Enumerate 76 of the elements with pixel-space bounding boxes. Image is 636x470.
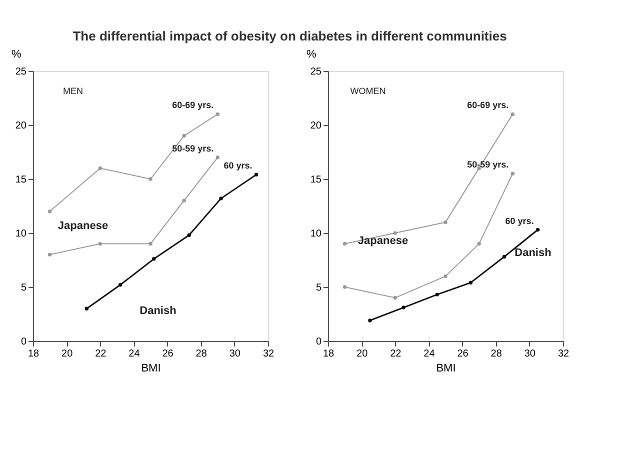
- point: [536, 228, 540, 232]
- point: [477, 242, 481, 246]
- annotation: Japanese: [358, 235, 408, 247]
- y-axis-title: %: [306, 48, 316, 60]
- point: [182, 134, 186, 138]
- point: [118, 282, 122, 287]
- y-tick-label: 25: [15, 66, 27, 78]
- annotation: WOMEN: [350, 86, 386, 96]
- x-axis-title: BMI: [141, 362, 161, 374]
- point: [393, 296, 398, 300]
- x-tick-label: 26: [162, 348, 174, 360]
- annotation: Japanese: [58, 220, 108, 232]
- point: [402, 306, 406, 310]
- point: [48, 252, 52, 256]
- point: [435, 292, 439, 296]
- x-tick-label: 32: [558, 348, 570, 360]
- point: [510, 112, 515, 116]
- point: [342, 285, 347, 289]
- x-tick-label: 22: [95, 348, 107, 360]
- point: [444, 220, 448, 224]
- point: [152, 257, 156, 261]
- x-tick-label: 28: [490, 348, 502, 360]
- series-label: 50-59 yrs.: [172, 143, 214, 154]
- point: [148, 177, 152, 181]
- point: [393, 231, 398, 235]
- y-tick-label: 5: [316, 282, 322, 294]
- y-tick-label: 15: [310, 174, 322, 186]
- x-tick-label: 26: [457, 348, 469, 360]
- point: [98, 166, 102, 170]
- annotation: Danish: [514, 247, 552, 259]
- y-tick-label: 15: [15, 174, 27, 186]
- y-tick-label: 10: [310, 228, 322, 240]
- point: [254, 172, 258, 177]
- annotation: MEN: [63, 86, 83, 96]
- point: [468, 280, 473, 285]
- y-tick-label: 0: [316, 336, 322, 348]
- point: [187, 233, 191, 238]
- point: [84, 306, 89, 310]
- x-tick-label: 28: [196, 348, 208, 360]
- y-tick-label: 5: [20, 282, 27, 294]
- y-tick-label: 20: [15, 120, 27, 132]
- x-axis-title: BMI: [436, 362, 456, 374]
- point: [182, 198, 186, 202]
- series-label: 60-69 yrs.: [467, 100, 509, 110]
- y-axis-title: %: [12, 48, 22, 60]
- x-tick-label: 30: [229, 348, 241, 360]
- point: [148, 242, 152, 246]
- x-tick-label: 20: [62, 348, 74, 360]
- series-label: 60 yrs.: [505, 216, 534, 226]
- point: [48, 210, 52, 214]
- series-label: 60 yrs.: [224, 160, 252, 171]
- series-label: 60-69 yrs.: [172, 100, 214, 110]
- x-tick-label: 30: [524, 348, 536, 360]
- point: [510, 172, 515, 176]
- y-tick-label: 10: [15, 228, 27, 240]
- y-tick-label: 20: [310, 120, 322, 132]
- y-tick-label: 25: [310, 66, 322, 78]
- point: [502, 254, 506, 259]
- x-tick-label: 22: [390, 348, 402, 360]
- point: [368, 318, 372, 322]
- y-tick-label: 0: [20, 336, 27, 348]
- x-tick-label: 24: [424, 348, 436, 360]
- x-tick-label: 24: [128, 348, 140, 360]
- chart-title: The differential impact of obesity on diabetes in different communities: [72, 28, 507, 44]
- x-tick-label: 32: [262, 348, 274, 360]
- series-label: 50-59 yrs.: [467, 160, 509, 170]
- point: [216, 156, 220, 160]
- annotation: Danish: [140, 305, 177, 317]
- point: [444, 274, 448, 278]
- x-tick-label: 18: [322, 348, 334, 360]
- point: [342, 242, 347, 246]
- point: [219, 196, 223, 200]
- point: [98, 242, 102, 246]
- x-tick-label: 20: [356, 348, 368, 360]
- x-tick-label: 18: [28, 348, 40, 360]
- point: [216, 112, 220, 116]
